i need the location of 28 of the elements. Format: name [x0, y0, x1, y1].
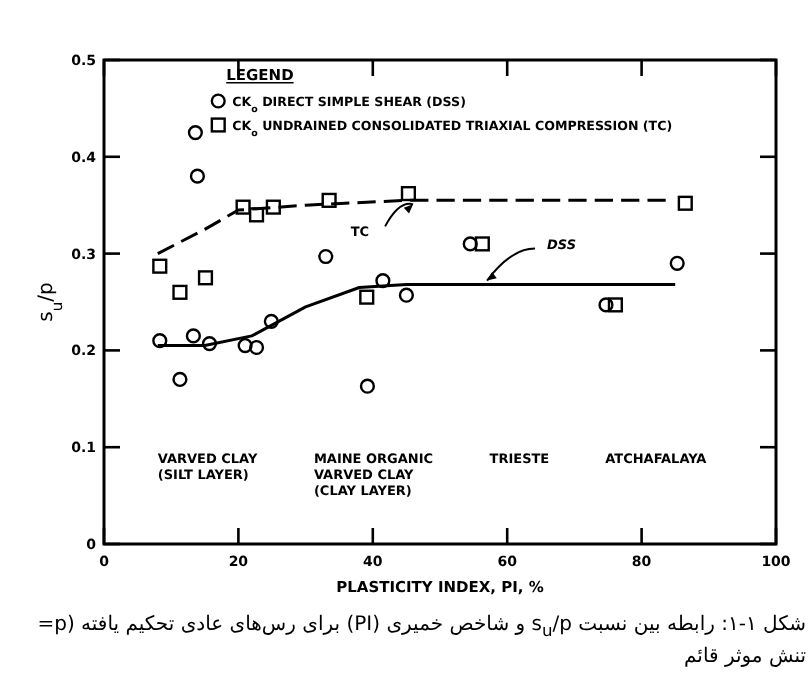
point	[474, 236, 490, 252]
point	[462, 236, 478, 252]
point	[187, 125, 203, 141]
point	[265, 199, 281, 215]
point	[237, 337, 253, 354]
point	[197, 270, 214, 286]
point	[318, 248, 334, 265]
point	[152, 333, 168, 349]
point	[172, 284, 188, 300]
point	[189, 168, 206, 184]
point	[185, 328, 201, 344]
point	[375, 273, 391, 289]
point	[677, 195, 693, 211]
point	[359, 378, 376, 394]
point	[235, 199, 251, 215]
point	[152, 258, 168, 274]
point	[398, 287, 414, 303]
point	[669, 255, 685, 271]
point	[359, 289, 375, 305]
point	[172, 371, 188, 388]
point	[248, 339, 265, 356]
point	[598, 297, 614, 313]
point	[248, 207, 265, 223]
point	[400, 185, 417, 202]
point	[201, 336, 218, 352]
point	[263, 313, 279, 329]
point	[321, 192, 337, 208]
point	[607, 297, 623, 313]
